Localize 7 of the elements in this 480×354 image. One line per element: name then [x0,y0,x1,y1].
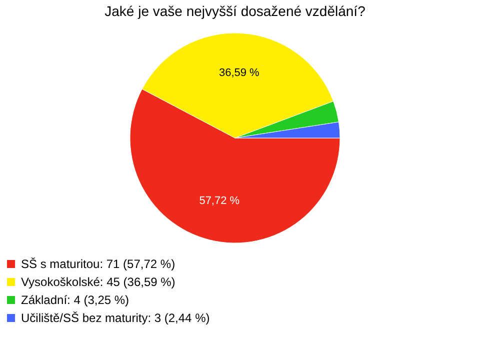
legend-label: Učiliště/SŠ bez maturity: 3 (2,44 %) [21,311,210,325]
data-label: 36,59 % [218,67,260,80]
legend-label: Základní: 4 (3,25 %) [21,293,130,307]
data-label: 57,72 % [199,195,240,208]
chart-title: Jaké je vaše nejvyšší dosažené vzdělání? [104,3,366,19]
legend-label: SŠ s maturitou: 71 (57,72 %) [21,257,176,271]
legend-label: Vysokoškolské: 45 (36,59 %) [21,275,176,289]
